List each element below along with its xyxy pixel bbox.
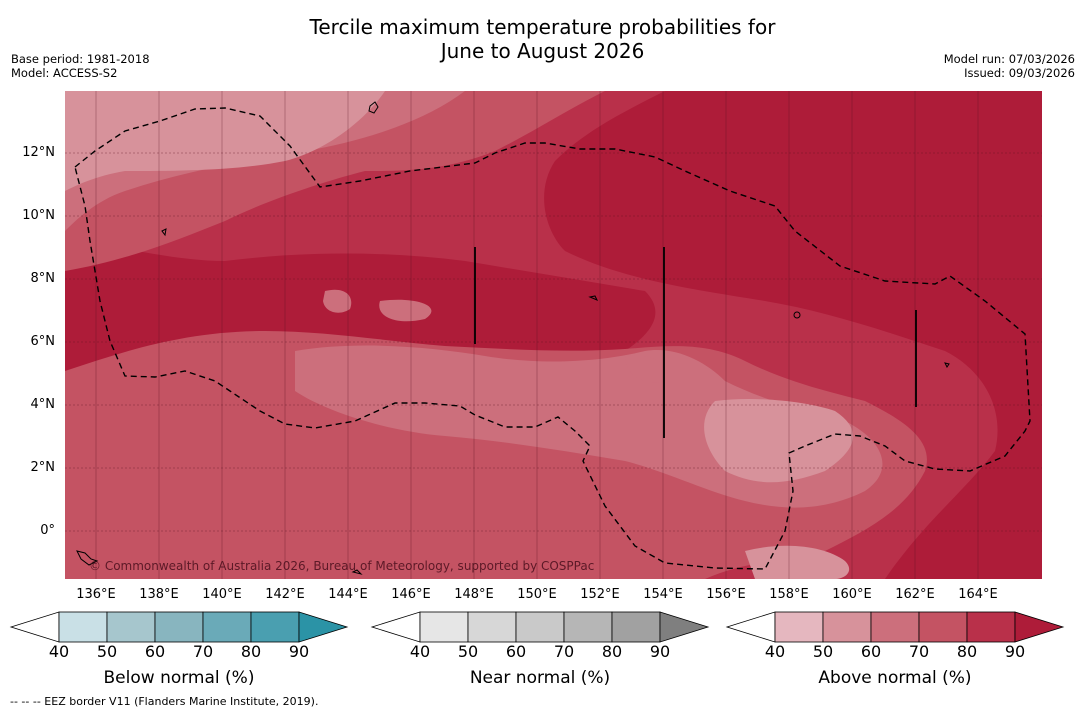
x-tick-150e: 150°E (517, 587, 557, 602)
base-period-label: Base period: 1981-2018 (11, 52, 150, 66)
x-tick-144e: 144°E (328, 587, 368, 602)
near-tick-70: 70 (553, 642, 575, 661)
colorbar-near-extend-high (659, 611, 710, 643)
probability-map: © Commonwealth of Australia 2026, Bureau… (65, 91, 1042, 579)
y-tick-12n: 12°N (22, 145, 55, 160)
x-tick-158e: 158°E (769, 587, 809, 602)
colorbar-below-seg-2 (106, 611, 156, 643)
below-tick-60: 60 (144, 642, 166, 661)
region-above-50-60 (65, 91, 883, 508)
colorbar-below-seg-3 (154, 611, 204, 643)
colorbar-above-seg-2 (822, 611, 872, 643)
colorbar-above-seg-5 (966, 611, 1016, 643)
near-tick-50: 50 (457, 642, 479, 661)
colorbar-near-seg-3 (515, 611, 565, 643)
above-tick-70: 70 (908, 642, 930, 661)
near-tick-60: 60 (505, 642, 527, 661)
eez-footnote: -- -- -- EEZ border V11 (Flanders Marine… (10, 695, 319, 708)
colorbar-near-seg-1 (419, 611, 469, 643)
colorbar-below-seg-4 (202, 611, 252, 643)
colorbar-above-seg-1 (774, 611, 824, 643)
colorbar-near-seg-2 (467, 611, 517, 643)
x-tick-138e: 138°E (139, 587, 179, 602)
y-tick-10n: 10°N (22, 208, 55, 223)
colorbar-above-seg-3 (870, 611, 920, 643)
colorbar-near-seg-4 (563, 611, 613, 643)
colorbar-near-normal (370, 611, 710, 643)
y-tick-2n: 2°N (30, 460, 56, 475)
y-tick-0: 0° (40, 523, 55, 538)
region-above-40-50-small (323, 289, 668, 383)
y-tick-8n: 8°N (30, 271, 56, 286)
colorbar-above-extend-high (1014, 611, 1065, 643)
above-normal-label: Above normal (%) (818, 668, 972, 688)
above-tick-40: 40 (764, 642, 786, 661)
near-tick-40: 40 (409, 642, 431, 661)
colorbars (9, 611, 1065, 643)
colorbar-near-extend-low (370, 611, 421, 643)
model-run-label: Model run: 07/03/2026 (943, 52, 1075, 66)
colorbar-below-extend-high (298, 611, 349, 643)
section-markers (474, 247, 917, 438)
y-tick-6n: 6°N (30, 334, 56, 349)
above-tick-50: 50 (812, 642, 834, 661)
x-tick-156e: 156°E (706, 587, 746, 602)
x-tick-164e: 164°E (958, 587, 998, 602)
issued-date-label: Issued: 09/03/2026 (964, 66, 1075, 80)
colorbar-near-seg-5 (611, 611, 661, 643)
above-tick-80: 80 (956, 642, 978, 661)
colorbar-above-seg-4 (918, 611, 968, 643)
below-tick-90: 90 (288, 642, 310, 661)
eez-border (74, 107, 1031, 570)
x-tick-142e: 142°E (265, 587, 305, 602)
x-tick-136e: 136°E (76, 587, 116, 602)
colorbar-below-seg-1 (58, 611, 108, 643)
below-tick-70: 70 (192, 642, 214, 661)
below-tick-40: 40 (48, 642, 70, 661)
above-tick-90: 90 (1004, 642, 1026, 661)
below-tick-50: 50 (96, 642, 118, 661)
near-normal-label: Near normal (%) (469, 668, 611, 688)
colorbar-below-extend-low (9, 611, 60, 643)
islands (76, 101, 950, 575)
model-label: Model: ACCESS-S2 (11, 66, 118, 80)
copyright-text: © Commonwealth of Australia 2026, Bureau… (89, 559, 594, 573)
region-above-40-50 (65, 91, 854, 579)
map-title-line1: Tercile maximum temperature probabilitie… (309, 15, 776, 39)
x-tick-152e: 152°E (580, 587, 620, 602)
x-tick-162e: 162°E (895, 587, 935, 602)
below-normal-label: Below normal (%) (103, 668, 255, 688)
colorbar-above-extend-low (725, 611, 776, 643)
colorbar-above-normal (725, 611, 1065, 643)
above-tick-60: 60 (860, 642, 882, 661)
colorbar-below-normal (9, 611, 349, 643)
near-tick-80: 80 (601, 642, 623, 661)
x-tick-140e: 140°E (202, 587, 242, 602)
x-tick-146e: 146°E (391, 587, 431, 602)
colorbar-below-seg-5 (250, 611, 300, 643)
map-title-line2: June to August 2026 (440, 39, 645, 63)
x-tick-160e: 160°E (832, 587, 872, 602)
below-tick-80: 80 (240, 642, 262, 661)
x-tick-148e: 148°E (454, 587, 494, 602)
x-tick-154e: 154°E (643, 587, 683, 602)
graticule (65, 91, 1042, 579)
near-tick-90: 90 (649, 642, 671, 661)
y-tick-4n: 4°N (30, 397, 56, 412)
